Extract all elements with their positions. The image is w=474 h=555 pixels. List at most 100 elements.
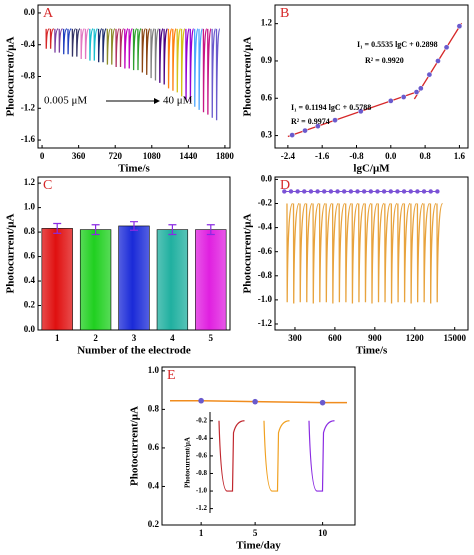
pulse xyxy=(124,28,129,69)
x-tick-label: 1.6 xyxy=(454,151,466,161)
pulse xyxy=(364,202,372,303)
pulse xyxy=(202,28,208,113)
dot xyxy=(295,189,300,194)
error-bar xyxy=(91,224,100,236)
point xyxy=(302,127,308,134)
x-tick-label: 720 xyxy=(108,151,122,161)
dot xyxy=(282,189,287,194)
x-tick-label: 0.0 xyxy=(385,151,397,161)
x-tick-label: -2.4 xyxy=(281,151,296,161)
panel-label: A xyxy=(43,6,54,21)
x-tick-label: 5 xyxy=(253,528,258,538)
pulse xyxy=(180,28,186,97)
y-axis-label: Photocurrent/μA xyxy=(242,36,254,116)
dot xyxy=(342,189,347,194)
panel-label: E xyxy=(167,368,176,383)
x-tick-label: -0.8 xyxy=(349,151,364,161)
pulse xyxy=(106,28,112,65)
y-tick-label: 0.4 xyxy=(148,481,160,491)
y-axis-label: Photocurrent/μA xyxy=(5,36,17,116)
y-tick-label: 0.2 xyxy=(24,300,36,310)
error-bar xyxy=(53,222,62,234)
pulse xyxy=(89,28,94,61)
annotation: 0.005 μM xyxy=(44,95,87,107)
dot xyxy=(335,189,340,194)
x-axis-label: Time/day xyxy=(236,540,281,552)
bar xyxy=(41,228,73,331)
pulse xyxy=(403,202,411,303)
dot xyxy=(428,189,433,194)
dot xyxy=(415,189,420,194)
bar xyxy=(195,229,227,331)
pulse xyxy=(371,202,378,304)
pulse xyxy=(331,202,339,304)
y-tick-label: 0.8 xyxy=(24,226,36,236)
x-tick-label: 1200 xyxy=(406,333,425,343)
inset-y-tick-label: -0.6 xyxy=(196,452,208,460)
y-tick-label: 0.0 xyxy=(24,7,36,17)
x-tick-label: 0.8 xyxy=(419,151,431,161)
plot-frame xyxy=(161,366,356,526)
x-axis-label: Number of the electrode xyxy=(77,345,191,357)
x-tick-label: 1080 xyxy=(143,151,162,161)
y-tick-label: 1.0 xyxy=(148,365,160,375)
pulse xyxy=(215,28,221,121)
pulse xyxy=(189,28,195,102)
pulse xyxy=(84,28,90,60)
inset-pulse xyxy=(218,420,245,492)
inset-y-tick-label: -1.0 xyxy=(196,487,208,495)
panel-label: C xyxy=(43,178,52,193)
error-bar xyxy=(130,221,138,231)
point xyxy=(252,398,258,405)
pulse xyxy=(111,28,116,65)
plot-frame xyxy=(274,176,469,331)
dot xyxy=(361,189,367,194)
pulse xyxy=(167,28,173,89)
y-tick-label: 0.3 xyxy=(261,130,273,140)
pulse xyxy=(384,202,392,303)
pulse xyxy=(436,202,444,303)
y-axis-label: Photocurrent/μA xyxy=(129,406,141,486)
x-tick-label: 1800 xyxy=(216,151,235,161)
dot xyxy=(348,189,354,194)
pulse xyxy=(145,28,151,75)
dot xyxy=(302,189,307,194)
equation: R² = 0.9974 xyxy=(291,117,330,126)
pulse xyxy=(338,202,346,303)
pulse xyxy=(71,28,76,57)
dot xyxy=(421,189,427,194)
y-tick-label: 1.2 xyxy=(24,177,36,187)
x-tick-label: 600 xyxy=(328,333,342,343)
equation: I₁ = 0.5535 lgC + 0.2898 xyxy=(357,40,438,49)
y-tick-label: 1.2 xyxy=(261,18,273,28)
pulse xyxy=(45,28,50,49)
x-tick-label: 5 xyxy=(209,333,214,343)
pulse xyxy=(154,28,160,81)
pulse xyxy=(377,202,385,303)
point xyxy=(357,108,364,115)
dot xyxy=(315,189,320,194)
x-tick-label: -1.6 xyxy=(315,151,330,161)
inset-y-tick-label: -0.4 xyxy=(196,434,208,442)
error-bar xyxy=(168,224,177,236)
x-tick-label: 3 xyxy=(132,333,137,343)
y-tick-label: -0.8 xyxy=(21,71,36,81)
y-tick-label: 0.6 xyxy=(261,92,273,102)
pulse xyxy=(207,28,212,115)
pulse xyxy=(119,28,125,67)
pulse xyxy=(358,202,365,303)
dot xyxy=(388,189,393,194)
dot xyxy=(408,189,413,194)
inset-y-axis-label: Photocurrent/μA xyxy=(184,437,192,488)
pulse xyxy=(62,28,68,55)
pulse xyxy=(325,202,333,303)
pulse xyxy=(198,28,203,110)
y-axis-label: Photocurrent/μA xyxy=(5,213,17,293)
pulse xyxy=(211,28,217,118)
x-tick-label: 300 xyxy=(288,333,302,343)
bar xyxy=(118,225,150,331)
pulse xyxy=(49,28,55,49)
pulse xyxy=(176,28,182,93)
y-tick-label: -0.2 xyxy=(258,198,273,208)
